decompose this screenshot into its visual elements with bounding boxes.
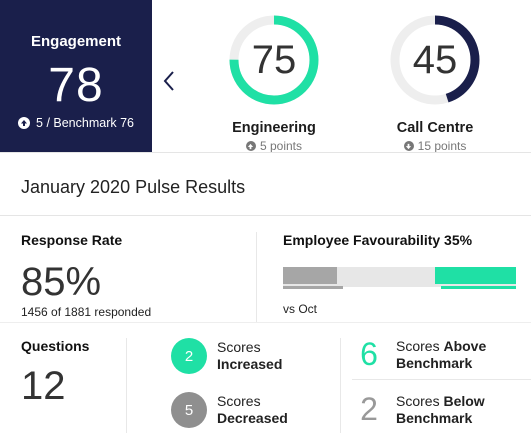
increased-count-badge: 2 [171, 338, 207, 374]
page-title: January 2020 Pulse Results [21, 177, 246, 197]
favourable-segment [435, 267, 516, 284]
engagement-benchmark-text: 5 / Benchmark 76 [36, 116, 134, 130]
previous-unfavourable-marker [283, 286, 343, 289]
below-line1b: Below [443, 392, 485, 409]
engineering-score: 75 [251, 38, 297, 82]
below-benchmark-text: Scores Below Benchmark [396, 393, 485, 427]
decreased-line1: Scores [217, 393, 261, 409]
decreased-count-badge: 5 [171, 392, 207, 428]
comparison-label: vs Oct [283, 302, 318, 316]
response-rate-label: Response Rate [21, 232, 123, 248]
team-card-engineering[interactable]: 75 Engineering 5 points [224, 10, 324, 153]
engagement-benchmark: 5 / Benchmark 76 [0, 116, 152, 130]
above-line1a: Scores [396, 337, 444, 354]
call-centre-points-text: 15 points [417, 139, 467, 153]
divider [340, 338, 341, 433]
call-centre-score: 45 [412, 38, 458, 82]
decreased-line2: Decreased [217, 410, 288, 426]
above-benchmark-count: 6 [360, 336, 378, 372]
engineering-name: Engineering [232, 120, 316, 136]
below-line2: Benchmark [396, 409, 473, 426]
scores-increased[interactable]: 2 Scores Increased [171, 338, 282, 374]
response-rate-panel: Response Rate 85% 1456 of 1881 responded [21, 232, 151, 319]
questions-panel: Questions 12 [21, 338, 89, 409]
increased-line2: Increased [217, 356, 283, 372]
engineering-score-ring [229, 15, 319, 105]
engineering-points-text: 5 points [259, 139, 303, 153]
questions-label: Questions [21, 338, 90, 354]
team-card-call-centre[interactable]: 45 Call Centre 15 points [385, 10, 485, 153]
unfavourable-segment [283, 267, 337, 284]
favourability-panel: Employee Favourability 35% vs Oct [283, 232, 518, 316]
call-centre-points: 15 points [385, 139, 485, 153]
scores-below-benchmark[interactable]: 2 Scores Below Benchmark [350, 391, 485, 428]
below-benchmark-count: 2 [360, 391, 378, 427]
call-centre-name: Call Centre [396, 120, 474, 136]
engagement-title: Engagement [30, 33, 121, 50]
increased-text: Scores Increased [217, 339, 282, 373]
engagement-score: 78 [48, 59, 104, 112]
chevron-left-icon[interactable] [160, 68, 178, 94]
scores-above-benchmark[interactable]: 6 Scores Above Benchmark [350, 336, 486, 373]
divider [256, 232, 257, 322]
divider [126, 338, 127, 433]
below-line1a: Scores [396, 392, 444, 409]
arrow-down-icon [403, 141, 414, 151]
arrow-up-icon [245, 141, 256, 151]
engineering-points: 5 points [224, 139, 324, 153]
response-rate-value: 85% [21, 260, 102, 304]
call-centre-score-ring [390, 15, 480, 105]
scores-decreased[interactable]: 5 Scores Decreased [171, 392, 288, 428]
above-line1b: Above [443, 337, 487, 354]
previous-favourable-marker [441, 286, 516, 289]
above-line2: Benchmark [396, 354, 473, 371]
favourability-bar[interactable] [283, 267, 516, 289]
summary-header: Engagement 78 5 / Benchmark 76 75 Engine… [0, 0, 531, 153]
title-bar: January 2020 Pulse Results [0, 152, 531, 216]
questions-count: 12 [21, 364, 66, 408]
increased-line1: Scores [217, 339, 261, 355]
divider [0, 322, 531, 323]
arrow-up-icon [18, 117, 31, 129]
above-benchmark-text: Scores Above Benchmark [396, 338, 486, 372]
response-rate-detail: 1456 of 1881 responded [21, 305, 152, 319]
decreased-text: Scores Decreased [217, 393, 288, 427]
favourability-label: Employee Favourability 35% [283, 232, 473, 248]
divider [352, 334, 531, 380]
engagement-card[interactable]: Engagement 78 5 / Benchmark 76 [0, 0, 152, 152]
